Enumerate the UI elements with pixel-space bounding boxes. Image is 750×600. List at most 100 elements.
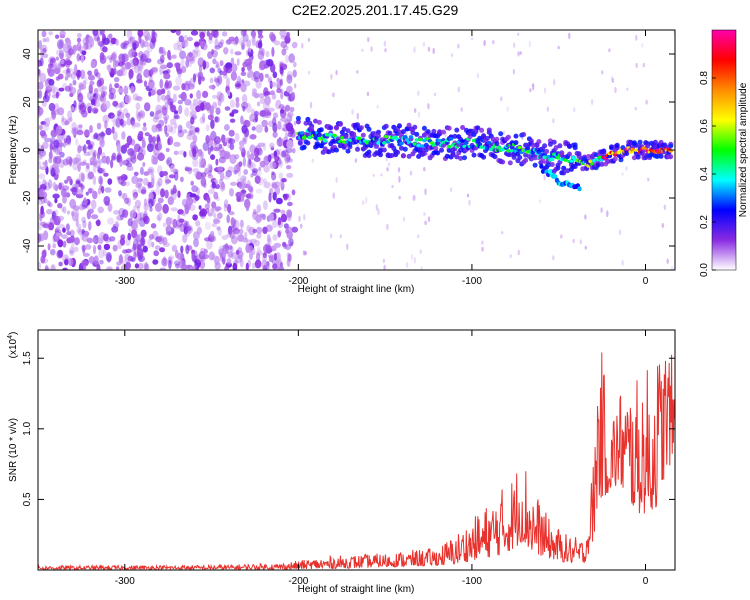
noise-speckle xyxy=(229,112,234,117)
noise-speckle xyxy=(117,88,125,93)
ridge-core xyxy=(490,145,496,150)
ridge-halo xyxy=(416,154,422,159)
faint-speckle xyxy=(432,47,435,55)
noise-speckle xyxy=(235,83,242,88)
noise-speckle xyxy=(174,249,179,259)
y-tick-label: 1.0 xyxy=(22,421,33,435)
y-tick-label: 0 xyxy=(22,147,33,153)
noise-speckle xyxy=(70,187,77,193)
noise-speckle xyxy=(107,178,113,185)
noise-speckle xyxy=(263,91,272,96)
noise-speckle xyxy=(99,93,107,103)
noise-speckle xyxy=(65,192,71,198)
noise-speckle xyxy=(39,153,43,159)
noise-speckle xyxy=(161,50,167,56)
noise-speckle xyxy=(97,244,102,251)
noise-speckle xyxy=(158,235,165,245)
faint-speckle xyxy=(424,188,427,196)
noise-speckle xyxy=(259,110,267,117)
noise-speckle xyxy=(251,37,256,47)
noise-speckle xyxy=(228,138,236,145)
noise-speckle xyxy=(225,39,232,45)
noise-speckle xyxy=(210,145,214,152)
noise-speckle xyxy=(73,104,78,111)
ridge-halo xyxy=(295,119,301,125)
noise-speckle xyxy=(206,30,210,37)
noise-speckle xyxy=(133,65,140,74)
noise-speckle xyxy=(188,130,195,136)
noise-speckle xyxy=(211,181,216,189)
noise-speckle xyxy=(192,158,199,168)
noise-speckle xyxy=(169,126,177,134)
faint-speckle xyxy=(584,245,587,250)
noise-speckle xyxy=(147,168,153,174)
ridge-halo xyxy=(614,142,620,148)
noise-speckle xyxy=(125,112,131,119)
noise-speckle xyxy=(151,136,157,143)
noise-speckle xyxy=(108,112,115,119)
noise-speckle xyxy=(52,62,59,69)
noise-speckle xyxy=(87,70,92,76)
noise-speckle xyxy=(166,157,173,167)
noise-speckle xyxy=(223,47,229,55)
noise-speckle xyxy=(273,252,278,261)
colorbar-tick-label: 0.6 xyxy=(699,119,710,133)
noise-speckle xyxy=(242,105,246,112)
ridge-halo xyxy=(513,140,519,146)
noise-speckle xyxy=(180,264,188,270)
noise-speckle xyxy=(50,57,56,64)
faint-speckle xyxy=(538,199,542,203)
noise-speckle xyxy=(279,78,283,87)
noise-speckle xyxy=(246,162,254,169)
faint-speckle xyxy=(529,88,532,93)
noise-speckle xyxy=(160,64,168,70)
noise-speckle xyxy=(52,146,57,153)
ridge-halo xyxy=(347,142,353,147)
ridge-halo xyxy=(381,147,387,153)
noise-speckle xyxy=(171,54,177,59)
noise-speckle xyxy=(272,263,278,270)
noise-speckle xyxy=(76,226,81,233)
noise-speckle xyxy=(199,116,206,125)
y-tick-label: -20 xyxy=(22,190,33,205)
noise-speckle xyxy=(170,118,177,126)
noise-speckle xyxy=(173,150,179,156)
noise-speckle xyxy=(112,51,117,60)
snr-x-ticks: -300 -200 -100 0 xyxy=(115,330,649,587)
ridge-halo xyxy=(471,152,477,158)
faint-speckle xyxy=(641,43,644,48)
spectrogram-y-label: Frequency (Hz) xyxy=(8,116,19,185)
faint-speckle xyxy=(634,106,637,111)
noise-speckle xyxy=(278,159,282,165)
noise-speckle xyxy=(126,135,133,146)
noise-speckle xyxy=(82,80,87,86)
noise-speckle xyxy=(83,159,87,164)
noise-speckle xyxy=(189,110,197,116)
noise-speckle xyxy=(223,175,231,180)
noise-speckle xyxy=(242,157,246,167)
noise-speckle xyxy=(129,209,137,219)
noise-speckle xyxy=(192,266,197,270)
noise-speckle xyxy=(229,245,234,253)
noise-speckle xyxy=(221,235,229,240)
noise-speckle xyxy=(60,187,67,198)
noise-speckle xyxy=(277,217,282,226)
faint-speckle xyxy=(528,40,531,48)
noise-speckle xyxy=(185,244,190,255)
noise-speckle xyxy=(126,117,132,126)
noise-speckle xyxy=(291,189,296,196)
noise-speckle xyxy=(204,237,211,242)
noise-speckle xyxy=(113,210,121,215)
noise-speckle xyxy=(218,156,226,164)
ridge-halo xyxy=(301,144,307,150)
faint-speckle xyxy=(300,223,303,229)
ridge-halo xyxy=(637,139,643,145)
noise-speckle xyxy=(62,267,68,270)
faint-speckle xyxy=(492,40,495,45)
noise-speckle xyxy=(264,95,271,106)
noise-speckle xyxy=(99,138,105,148)
noise-speckle xyxy=(90,98,96,106)
noise-speckle xyxy=(261,259,268,270)
ridge-halo xyxy=(360,132,366,138)
noise-speckle xyxy=(103,91,107,96)
